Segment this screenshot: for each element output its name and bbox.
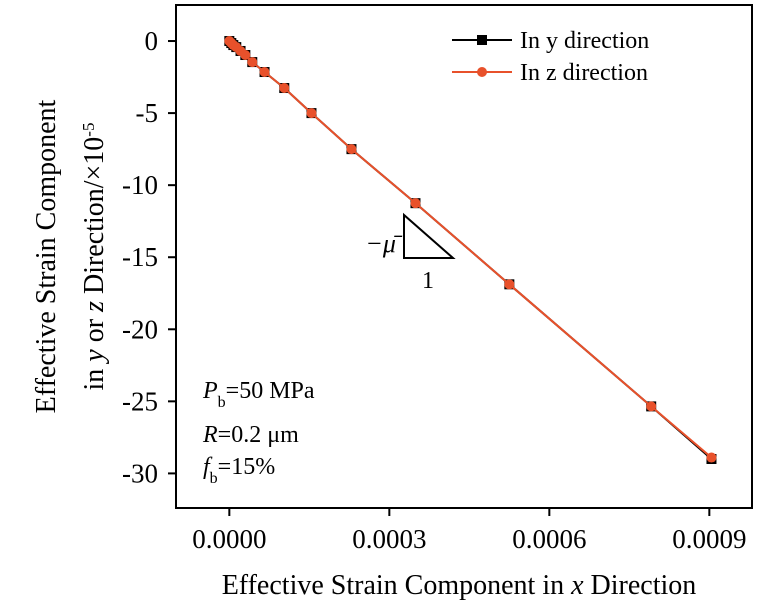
param-symbol: P <box>202 378 218 404</box>
legend-marker <box>477 35 487 45</box>
label-part: Effective Strain Component in <box>222 570 571 601</box>
slope-run: 1 <box>422 268 434 294</box>
y-axis-label: in y or z Direction/×10-5 <box>79 123 111 391</box>
param-text: =15% <box>218 454 276 480</box>
label-part: Direction/×10 <box>79 137 110 301</box>
y-tick-label: -30 <box>122 458 158 488</box>
param-text: =0.2 μm <box>218 422 299 448</box>
parameter: R=0.2 μm <box>202 422 299 448</box>
point <box>247 57 258 68</box>
slope-triangle <box>403 212 456 259</box>
point <box>306 108 317 119</box>
point <box>504 279 515 290</box>
legend-label: In z direction <box>520 60 648 86</box>
parameter: Pb=50 MPa <box>202 378 315 411</box>
point <box>706 452 717 463</box>
x-tick-label: 0.0000 <box>192 524 266 554</box>
parameter: fb=15% <box>203 454 275 487</box>
y-tick-label: -15 <box>122 242 158 272</box>
label-part: z <box>79 301 110 313</box>
point <box>346 144 357 155</box>
y-tick-label: -5 <box>136 98 159 128</box>
label-part: Effective Strain Component <box>31 99 62 413</box>
point <box>279 83 290 94</box>
param-sub: b <box>210 470 218 487</box>
x-tick-label: 0.0003 <box>352 524 426 554</box>
point <box>259 67 270 78</box>
label-part: y <box>79 349 110 365</box>
y-tick-label: -10 <box>122 170 158 200</box>
param-sub: b <box>218 394 226 411</box>
label-part: Direction <box>584 570 697 601</box>
point <box>240 50 251 61</box>
point <box>646 401 657 412</box>
param-symbol: R <box>202 422 218 448</box>
param-symbol: f <box>203 454 213 480</box>
param-text: =50 MPa <box>226 378 315 404</box>
x-tick-label: 0.0006 <box>512 524 586 554</box>
point <box>410 198 421 209</box>
slope-label: −μ̄ <box>365 229 403 258</box>
legend-marker <box>477 67 487 77</box>
label-part: or <box>79 312 110 349</box>
x-tick-label: 0.0009 <box>672 524 746 554</box>
label-part: -5 <box>79 123 98 137</box>
x-axis-label: Effective Strain Component in x Directio… <box>222 570 697 601</box>
y-tick-label: -25 <box>122 386 158 416</box>
label-part: x <box>570 570 584 601</box>
legend-label: In y direction <box>520 28 649 54</box>
y-tick-label: 0 <box>145 26 159 56</box>
label-part: in <box>79 362 110 391</box>
y-tick-label: -20 <box>122 314 158 344</box>
y-axis-label: Effective Strain Component <box>31 99 62 413</box>
